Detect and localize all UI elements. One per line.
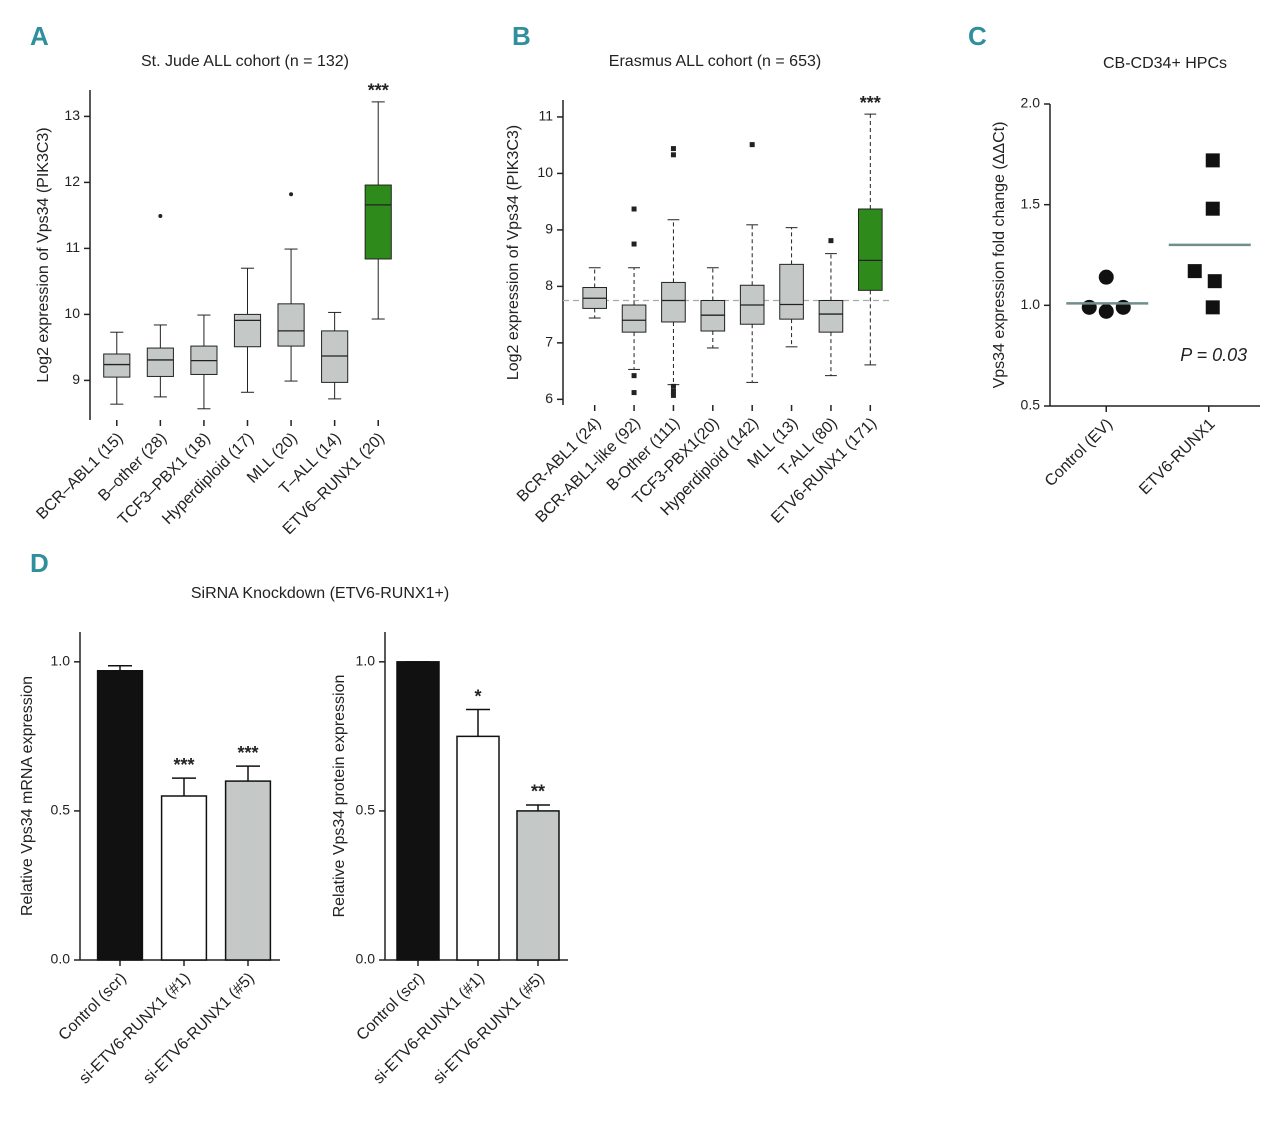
significance: *** bbox=[173, 755, 194, 775]
bar bbox=[160, 795, 208, 961]
y-tick-label: 1.0 bbox=[1021, 296, 1041, 312]
point bbox=[1098, 303, 1114, 319]
p-value: P = 0.03 bbox=[1180, 345, 1247, 365]
y-tick-label: 6 bbox=[545, 390, 553, 406]
bar bbox=[396, 661, 440, 961]
significance: ** bbox=[531, 782, 545, 802]
bar bbox=[456, 735, 500, 961]
point bbox=[1207, 274, 1222, 289]
y-axis-label: Vps34 expression fold change (ΔΔCt) bbox=[991, 122, 1008, 389]
chart-title: St. Jude ALL cohort (n = 132) bbox=[141, 53, 349, 70]
y-tick-label: 11 bbox=[65, 239, 80, 255]
y-tick-label: 1.5 bbox=[1021, 195, 1041, 211]
y-axis-label: Relative Vps34 mRNA expression bbox=[19, 676, 36, 916]
outlier bbox=[631, 206, 637, 212]
y-tick-label: 10 bbox=[537, 164, 553, 180]
y-axis-label: Log2 expression of Vps34 (PIK3C3) bbox=[35, 127, 52, 382]
y-tick-label: 0.5 bbox=[356, 802, 376, 818]
y-tick-label: 0.5 bbox=[51, 802, 71, 818]
y-tick-label: 2.0 bbox=[1021, 95, 1041, 111]
point bbox=[1205, 300, 1220, 315]
outlier bbox=[631, 373, 637, 379]
y-tick-label: 8 bbox=[545, 277, 553, 293]
outlier bbox=[670, 392, 676, 398]
y-tick-label: 9 bbox=[545, 221, 553, 237]
box bbox=[321, 330, 349, 383]
y-tick-label: 11 bbox=[538, 108, 553, 124]
box bbox=[277, 303, 305, 347]
box bbox=[661, 281, 686, 323]
bar bbox=[224, 780, 272, 961]
point bbox=[1187, 264, 1202, 279]
panel-label: C bbox=[968, 21, 987, 51]
y-tick-label: 1.0 bbox=[51, 653, 71, 669]
panel-label: D bbox=[30, 548, 49, 578]
box bbox=[779, 263, 804, 320]
outlier bbox=[828, 238, 834, 244]
box bbox=[818, 300, 844, 333]
chart-title: CB-CD34+ HPCs bbox=[1103, 55, 1227, 72]
y-tick-label: 12 bbox=[64, 173, 80, 189]
x-tick-label: si-ETV6-RUNX1 (#5) bbox=[430, 970, 548, 1088]
point bbox=[1098, 269, 1114, 285]
x-tick-label: si-ETV6-RUNX1 (#1) bbox=[370, 970, 488, 1088]
x-tick-label: Control (EV) bbox=[1042, 416, 1116, 490]
x-tick-label: ETV6-RUNX1 bbox=[1136, 416, 1219, 499]
point bbox=[1205, 153, 1220, 168]
outlier bbox=[670, 388, 676, 394]
significance: * bbox=[474, 686, 481, 706]
bar bbox=[96, 670, 144, 961]
x-tick-label: si-ETV6-RUNX1 (#5) bbox=[140, 970, 258, 1088]
outlier bbox=[631, 241, 637, 247]
panel-label: B bbox=[512, 21, 531, 51]
box bbox=[233, 313, 262, 348]
outlier bbox=[670, 146, 676, 152]
chart-title: SiRNA Knockdown (ETV6-RUNX1+) bbox=[191, 585, 449, 602]
box bbox=[858, 208, 883, 291]
y-tick-label: 1.0 bbox=[356, 653, 376, 669]
y-tick-label: 9 bbox=[72, 371, 80, 387]
y-tick-label: 10 bbox=[64, 305, 80, 321]
bar bbox=[516, 810, 560, 961]
chart-title: Erasmus ALL cohort (n = 653) bbox=[609, 53, 821, 70]
point bbox=[1205, 201, 1220, 216]
y-tick-label: 13 bbox=[64, 107, 80, 123]
y-axis-label: Log2 expression of Vps34 (PIK3C3) bbox=[505, 125, 522, 380]
significance: *** bbox=[237, 743, 258, 763]
y-axis-label: Relative Vps34 protein expression bbox=[331, 675, 348, 918]
outlier bbox=[670, 152, 676, 158]
y-tick-label: 0.0 bbox=[51, 951, 71, 967]
significance: *** bbox=[368, 81, 389, 101]
outlier bbox=[749, 142, 755, 148]
box bbox=[621, 304, 647, 333]
outlier bbox=[631, 390, 637, 396]
outlier bbox=[289, 192, 294, 197]
outlier bbox=[670, 383, 676, 389]
y-tick-label: 7 bbox=[545, 334, 553, 350]
outlier bbox=[158, 214, 163, 219]
panel-label: A bbox=[30, 21, 49, 51]
y-tick-label: 0.5 bbox=[1021, 397, 1041, 413]
x-tick-label: si-ETV6-RUNX1 (#1) bbox=[76, 970, 194, 1088]
y-tick-label: 0.0 bbox=[356, 951, 376, 967]
box bbox=[364, 184, 392, 260]
box bbox=[146, 347, 174, 377]
significance: *** bbox=[860, 93, 881, 113]
box bbox=[103, 353, 131, 378]
